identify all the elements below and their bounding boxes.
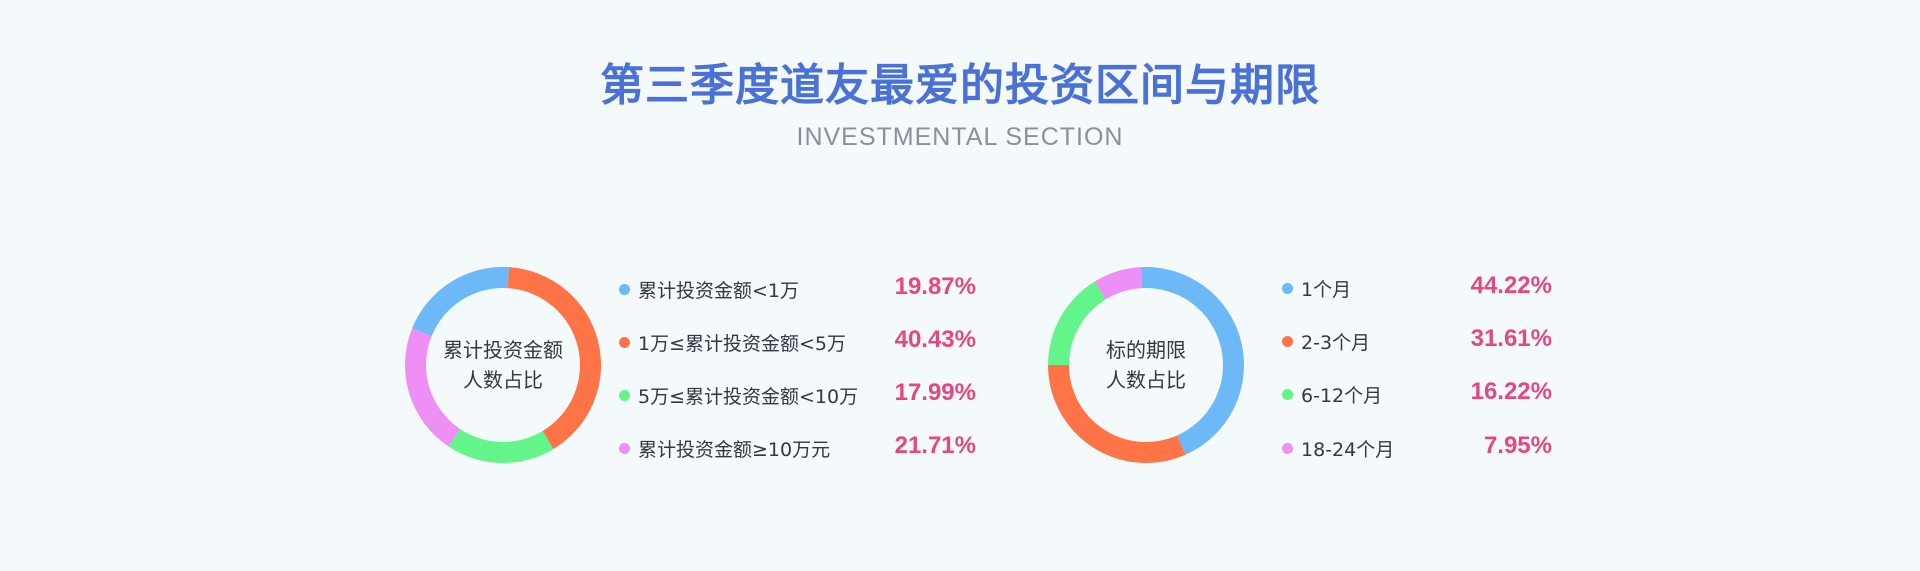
legend-dot: [1282, 335, 1293, 347]
data-label: 19.87%: [894, 273, 976, 300]
donut-slice: [507, 267, 601, 450]
donut-slice: [1094, 267, 1142, 300]
legend-label: 累计投资金额≥10万元: [638, 438, 831, 461]
legend-item: 1万≤累计投资金额<5万: [619, 327, 846, 357]
page-subtitle: INVESTMENTAL SECTION: [796, 123, 1124, 151]
legend-label: 18-24个月: [1301, 438, 1395, 461]
legend-label: 5万≤累计投资金额<10万: [638, 385, 859, 408]
center-label-line1: 标的期限: [1106, 338, 1186, 362]
legend-dot: [619, 442, 630, 454]
legend-label: 累计投资金额<1万: [638, 279, 800, 302]
data-label: 31.61%: [1470, 325, 1552, 352]
legend-label: 2-3个月: [1301, 331, 1371, 354]
legend-dot: [619, 283, 630, 295]
center-label-line2: 人数占比: [1106, 368, 1186, 392]
donut-slice: [1048, 365, 1186, 463]
center-label-line1: 累计投资金额: [443, 338, 563, 362]
donut-slice: [405, 328, 461, 447]
data-label: 40.43%: [894, 326, 976, 353]
legend-dot: [1282, 442, 1293, 454]
page-title: 第三季度道友最爱的投资区间与期限: [600, 60, 1320, 111]
legend-item: 累计投资金额<1万: [619, 274, 799, 304]
legend-dot: [619, 389, 630, 401]
legend-dot: [619, 336, 630, 348]
donut-slice: [1048, 281, 1106, 366]
center-label-line2: 人数占比: [463, 368, 543, 392]
investment-amount-donut-svg: [405, 267, 601, 463]
legend-dot: [1282, 282, 1293, 294]
donut-slice: [448, 428, 554, 463]
legend-dot: [1282, 388, 1293, 400]
legend-label: 1个月: [1301, 278, 1352, 301]
legend-label: 1万≤累计投资金额<5万: [638, 332, 847, 355]
legend-item: 18-24个月: [1282, 433, 1394, 463]
legend-item: 2-3个月: [1282, 326, 1370, 356]
data-label: 7.95%: [1483, 432, 1552, 459]
data-label: 17.99%: [894, 379, 976, 406]
term-center-label: 标的期限 人数占比: [1046, 265, 1246, 465]
data-label: 16.22%: [1470, 378, 1552, 405]
investment-amount-center-label: 累计投资金额 人数占比: [403, 265, 603, 465]
donut-slice: [1140, 267, 1244, 455]
data-label: 44.22%: [1470, 272, 1552, 299]
investment-amount-donut: 累计投资金额 人数占比: [403, 265, 603, 465]
data-label: 21.71%: [894, 432, 976, 459]
term-donut: 标的期限 人数占比: [1046, 265, 1246, 465]
term-donut-svg: [1048, 267, 1244, 463]
donut-slice: [412, 267, 510, 337]
legend-item: 1个月: [1282, 273, 1351, 303]
legend-item: 6-12个月: [1282, 379, 1382, 409]
legend-item: 累计投资金额≥10万元: [619, 433, 830, 463]
legend-label: 6-12个月: [1301, 384, 1383, 407]
legend-item: 5万≤累计投资金额<10万: [619, 380, 858, 410]
